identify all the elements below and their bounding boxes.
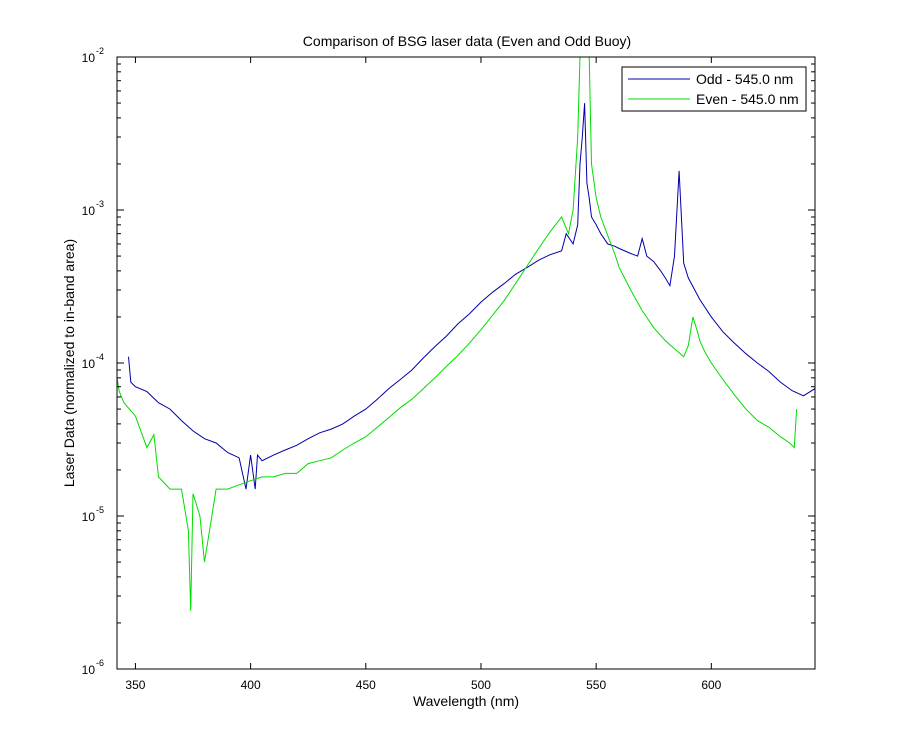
y-tick-label: 10 xyxy=(82,51,96,65)
x-tick-label: 500 xyxy=(471,678,491,692)
legend: Odd - 545.0 nm Even - 545.0 nm xyxy=(621,66,807,112)
y-tick-label: 10 xyxy=(82,510,96,524)
y-tick-exponent: -6 xyxy=(96,658,104,668)
y-tick-label: 10 xyxy=(82,357,96,371)
y-tick-exponent: -5 xyxy=(96,505,104,515)
x-tick-label: 550 xyxy=(586,678,606,692)
legend-label-even: Even - 545.0 nm xyxy=(696,91,799,107)
legend-box xyxy=(621,66,807,112)
series-line-odd xyxy=(128,103,815,490)
series-line-even xyxy=(117,57,798,611)
x-tick-label: 450 xyxy=(356,678,376,692)
y-tick-label: 10 xyxy=(82,204,96,218)
x-axis-title: Wavelength (nm) xyxy=(413,693,519,709)
x-tick-label: 350 xyxy=(125,678,145,692)
y-axis-title: Laser Data (normalized to in-band area) xyxy=(61,239,77,487)
x-tick-label: 400 xyxy=(241,678,261,692)
x-tick-label: 600 xyxy=(701,678,721,692)
chart-title: Comparison of BSG laser data (Even and O… xyxy=(303,33,631,49)
y-tick-exponent: -3 xyxy=(96,199,104,209)
y-tick-exponent: -4 xyxy=(96,352,104,362)
plot-background xyxy=(117,57,815,669)
y-tick-exponent: -2 xyxy=(96,46,104,56)
y-tick-label: 10 xyxy=(82,663,96,677)
series-layer xyxy=(117,57,815,611)
legend-label-odd: Odd - 545.0 nm xyxy=(696,71,793,87)
